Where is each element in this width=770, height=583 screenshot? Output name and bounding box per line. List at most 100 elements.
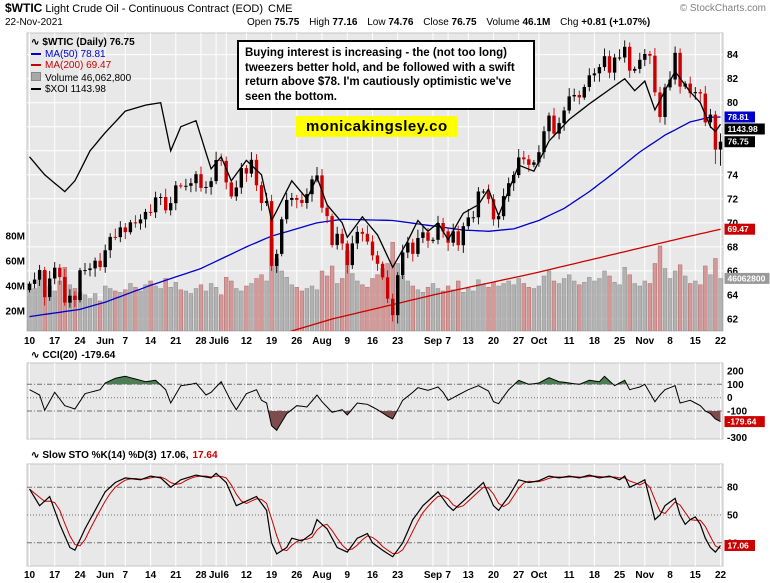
chg-label: Chg (560, 17, 579, 28)
svg-text:-179.64: -179.64 (728, 417, 757, 427)
copyright: © StockCharts.com (679, 3, 766, 14)
svg-text:18: 18 (589, 570, 601, 581)
svg-text:17: 17 (49, 570, 61, 581)
legend-ma200-text: MA(200) 69.47 (45, 60, 112, 71)
svg-text:64: 64 (727, 290, 739, 301)
svg-text:7: 7 (445, 570, 451, 581)
svg-text:22: 22 (715, 336, 727, 347)
svg-text:Jul: Jul (209, 570, 224, 581)
panel-bg (26, 362, 724, 440)
svg-text:9: 9 (345, 336, 351, 347)
svg-text:68: 68 (727, 242, 739, 253)
svg-text:12: 12 (241, 336, 253, 347)
svg-text:16: 16 (367, 336, 379, 347)
legend-wtic-text: $WTIC (Daily) 76.75 (42, 37, 135, 48)
svg-text:6: 6 (223, 570, 229, 581)
svg-text:84: 84 (727, 50, 739, 61)
x-axis-labels-bottom: 10 17 24 Jun 7 14 21 28 Jul 6 12 19 26 Aug 9 16 23 Sep 7 13… (24, 570, 727, 581)
sto-label: Slow STO %K(14) %D(3) (42, 450, 157, 461)
chart-title: Light Crude Oil - Continuous Contract (E… (45, 3, 263, 15)
volume-axis-labels: 80M 60M 40M 20M (6, 232, 25, 318)
svg-text:-100: -100 (727, 407, 747, 418)
xoi-line (29, 70, 722, 269)
ma50-line-icon (31, 52, 41, 55)
svg-text:Sep: Sep (424, 570, 442, 581)
svg-text:25: 25 (614, 570, 626, 581)
svg-text:78.81: 78.81 (728, 112, 750, 122)
svg-text:62: 62 (727, 314, 739, 325)
svg-text:66: 66 (727, 266, 739, 277)
svg-text:Nov: Nov (635, 336, 654, 347)
svg-text:Sep: Sep (424, 336, 442, 347)
ma50-line (29, 116, 721, 318)
chg-value: +0.81 (+1.07%) (581, 17, 651, 28)
symbol: $WTIC (5, 1, 43, 15)
svg-text:22: 22 (715, 570, 727, 581)
svg-text:80: 80 (727, 483, 739, 494)
svg-text:-300: -300 (727, 433, 747, 444)
indicator-icon: ∿ (31, 450, 40, 461)
sto-d-value: 17.64 (192, 450, 218, 461)
svg-text:50: 50 (727, 511, 739, 522)
svg-text:16: 16 (367, 570, 379, 581)
legend-item-xoi: $XOI 1143.98 (31, 84, 135, 96)
exchange: CME (268, 3, 293, 15)
high-value: 77.16 (332, 17, 358, 28)
quote-line: Open 75.75 High 77.16 Low 74.76 Close 76… (247, 17, 657, 28)
svg-text:25: 25 (614, 336, 626, 347)
svg-text:8: 8 (667, 570, 673, 581)
svg-text:Nov: Nov (635, 570, 654, 581)
svg-text:7: 7 (445, 336, 451, 347)
svg-text:7: 7 (123, 570, 129, 581)
svg-text:8: 8 (667, 336, 673, 347)
low-label: Low (367, 17, 386, 28)
svg-text:20: 20 (488, 336, 500, 347)
sto-k-value: 17.06, (160, 450, 189, 461)
svg-text:Aug: Aug (312, 336, 331, 347)
cci-panel: 200 100 0 -100 -300 -179.64 (27, 367, 765, 444)
svg-text:13: 13 (463, 570, 475, 581)
svg-text:9: 9 (345, 570, 351, 581)
low-value: 74.76 (388, 17, 414, 28)
svg-text:80M: 80M (6, 232, 25, 243)
svg-text:19: 19 (266, 570, 278, 581)
svg-text:15: 15 (690, 336, 702, 347)
svg-text:Jul: Jul (209, 336, 224, 347)
svg-text:0: 0 (727, 393, 733, 404)
svg-text:46062800: 46062800 (728, 273, 766, 283)
svg-text:11: 11 (564, 336, 575, 347)
svg-text:7: 7 (123, 336, 129, 347)
sto-panel: 80502017.06 (27, 472, 755, 558)
svg-text:17.06: 17.06 (728, 541, 750, 551)
svg-text:1143.98: 1143.98 (728, 124, 759, 134)
main-legend: ∿ $WTIC (Daily) 76.75 MA(50) 78.81 MA(200… (31, 37, 135, 96)
high-label: High (309, 17, 330, 28)
legend-item-wtic: ∿ $WTIC (Daily) 76.75 (31, 37, 135, 49)
svg-text:80: 80 (727, 98, 739, 109)
svg-text:Oct: Oct (531, 336, 548, 347)
svg-text:27: 27 (513, 336, 525, 347)
sto-k-line (28, 472, 721, 558)
svg-text:13: 13 (463, 336, 475, 347)
svg-text:24: 24 (74, 336, 86, 347)
svg-text:19: 19 (266, 336, 278, 347)
open-value: 75.75 (274, 17, 300, 28)
svg-text:72: 72 (727, 194, 739, 205)
svg-text:28: 28 (195, 336, 207, 347)
close-value: 76.75 (451, 17, 477, 28)
svg-text:40M: 40M (6, 282, 25, 293)
legend-item-ma50: MA(50) 78.81 (31, 49, 135, 61)
watermark: monicakingsley.co (296, 116, 458, 137)
volume-bar-icon (31, 71, 41, 81)
close-label: Close (423, 17, 449, 28)
open-label: Open (247, 17, 272, 28)
chart-header: $WTIC Light Crude Oil - Continuous Contra… (5, 1, 292, 15)
volume-label: Volume (486, 17, 520, 28)
legend-ma50-text: MA(50) 78.81 (45, 48, 106, 60)
svg-text:27: 27 (513, 570, 525, 581)
svg-text:Jun: Jun (96, 570, 114, 581)
svg-text:15: 15 (690, 570, 702, 581)
svg-text:24: 24 (74, 570, 86, 581)
legend-volume-text: Volume 46,062,800 (45, 72, 132, 84)
